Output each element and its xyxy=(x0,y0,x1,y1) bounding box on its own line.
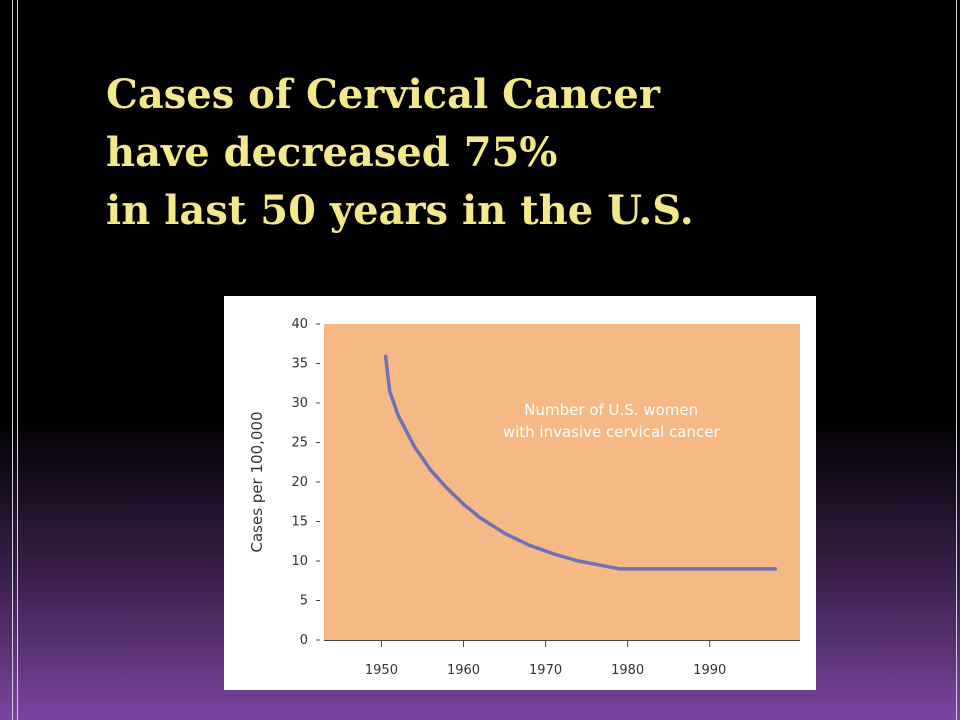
y-tick-label: 15 xyxy=(291,515,308,530)
x-tick-label: 1980 xyxy=(611,663,644,678)
slide-title: Cases of Cervical Cancer have decreased … xyxy=(106,66,906,240)
title-line-3: in last 50 years in the U.S. xyxy=(106,187,694,234)
series-line xyxy=(383,354,778,571)
y-tick-label: 10 xyxy=(291,554,308,569)
left-border-rule xyxy=(12,0,18,720)
chart-panel: 0 5 10 15 20 25 30 35 40 1950 1960 1970 1980 1990 Case… xyxy=(224,296,816,690)
x-tick-label: 1960 xyxy=(447,663,480,678)
right-border-rule xyxy=(956,0,960,720)
x-tick-label: 1970 xyxy=(529,663,562,678)
title-line-1: Cases of Cervical Cancer xyxy=(106,71,660,118)
y-tick-label: 5 xyxy=(300,594,308,609)
x-tick-label: 1990 xyxy=(693,663,726,678)
annotation-line: Number of U.S. women xyxy=(524,401,698,419)
y-tick-label: 30 xyxy=(291,396,308,411)
y-tick-label: 20 xyxy=(291,475,308,490)
x-tick-label: 1950 xyxy=(365,663,398,678)
y-tick-label: 40 xyxy=(291,317,308,332)
y-tick-label: 0 xyxy=(300,633,308,648)
annotation-line: with invasive cervical cancer xyxy=(503,423,721,441)
title-line-2: have decreased 75% xyxy=(106,129,558,176)
y-tick-label: 35 xyxy=(291,357,308,372)
plot-area xyxy=(324,324,800,640)
y-axis-label: Cases per 100,000 xyxy=(248,411,266,552)
line-chart: 0 5 10 15 20 25 30 35 40 1950 1960 1970 1980 1990 Case… xyxy=(248,317,800,678)
y-tick-label: 25 xyxy=(291,436,308,451)
chart-annotation: Number of U.S. women with invasive cervic… xyxy=(503,401,721,441)
